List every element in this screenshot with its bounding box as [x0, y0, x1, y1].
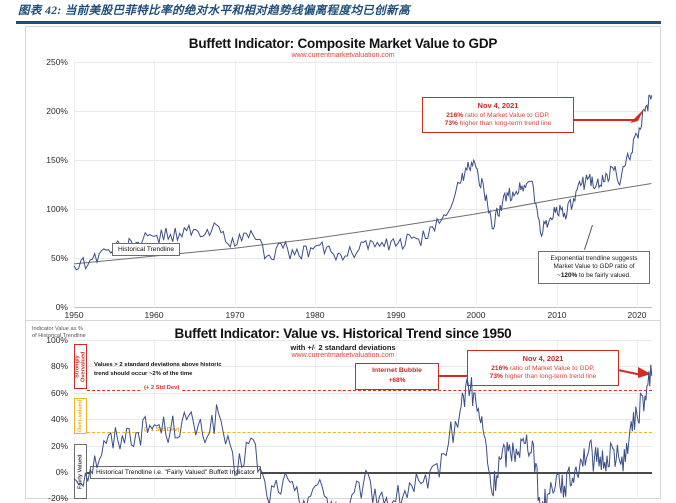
chart-composite-market-value-to-gdp: Buffett Indicator: Composite Market Valu…: [25, 26, 661, 321]
chart1-ytick-150: 150%: [46, 155, 68, 165]
chart2-vgridline-1990: [396, 339, 397, 499]
chart2-ytick-20: 20%: [50, 441, 68, 451]
chart2-fairvalue-label: Historical Trendline i.e. "Fairly Valued…: [90, 466, 262, 479]
chart2-ytick-80: 80%: [50, 361, 68, 371]
chart1-xtick-2020: 2020: [627, 310, 647, 320]
vgridline-2000: [476, 60, 477, 308]
chart2-gridline-100: [74, 340, 652, 341]
chart1-ytick-250: 250%: [46, 57, 68, 67]
gridline-250: [74, 62, 652, 63]
chart1-ytick-0: 0%: [55, 302, 68, 312]
chart1-xtick-1990: 1990: [386, 310, 406, 320]
chart1-historical-trendline-tag: Historical Trendline: [112, 243, 181, 256]
chart2-title: Buffett Indicator: Value vs. Historical …: [174, 326, 512, 341]
chart2-vgridline-1980: [315, 339, 316, 499]
vgridline-1990: [396, 60, 397, 308]
chart2-bubble-value: +68%: [388, 376, 406, 384]
gridline-0: [74, 307, 652, 308]
chart2-ytick-neg20: -20%: [48, 493, 68, 503]
chart1-callout-header: Nov 4, 2021: [477, 101, 519, 110]
chart2-ytick-40: 40%: [50, 414, 68, 424]
chart2-gridline-20: [74, 446, 652, 447]
chart1-trendline-callout-post: to be fairly valued.: [577, 271, 631, 279]
chart1-xtick-2010: 2010: [547, 310, 567, 320]
gridline-200: [74, 111, 652, 112]
chart2-ytick-100: 100%: [46, 335, 68, 345]
chart1-trendline-callout-pre: Exponential trendline suggests Market Va…: [550, 255, 638, 279]
chart1-xtick-1950: 1950: [64, 310, 84, 320]
chart2-ytick-0: 0%: [55, 467, 68, 477]
chart1-xtick-1970: 1970: [225, 310, 245, 320]
chart1-xtick-1960: 1960: [144, 310, 164, 320]
chart1-trendline-callout: Exponential trendline suggests Market Va…: [538, 251, 650, 285]
report-caption: 图表 42: 当前美股巴菲特比率的绝对水平和相对趋势线偏离程度均已创新高: [18, 5, 410, 17]
chart1-callout-leader: [574, 119, 636, 121]
gridline-100: [74, 209, 652, 210]
chart2-stddev-note-line1: Values > 2 standard deviations above his…: [94, 362, 222, 368]
chart2-callout-line1: 216% ratio of Market Value to GDP,: [491, 364, 595, 372]
chart1-value-series: [73, 94, 653, 271]
chart2-subtitle: with +/- 2 standard deviations: [290, 343, 396, 352]
chart-value-vs-historical-trend: Indicator Value as % of Historical Trend…: [25, 321, 661, 503]
chart2-fairvalue-line: [87, 472, 652, 474]
chart2-source-url: www.currentmarketvaluation.com: [291, 352, 395, 359]
chart1-callout-arrowhead: [630, 109, 644, 123]
chart2-gridline-40: [74, 419, 652, 420]
gridline-50: [74, 258, 652, 259]
header-divider: [16, 21, 661, 24]
chart1-title: Buffett Indicator: Composite Market Valu…: [188, 36, 498, 51]
gridline-150: [74, 160, 652, 161]
chart2-plus2std-label: (+ 2 Std Dev): [142, 385, 182, 391]
chart2-nov-2021-callout: Nov 4, 2021 216% ratio of Market Value t…: [467, 350, 619, 387]
chart1-xtick-1980: 1980: [305, 310, 325, 320]
vgridline-1950: [74, 60, 75, 308]
chart1-callout-line2: 73% higher than long-term trend line: [444, 120, 552, 128]
chart2-value-series: [73, 364, 653, 503]
chart1-callout-line1: 216% ratio of Market Value to GDP,: [446, 111, 550, 119]
chart1-ytick-200: 200%: [46, 106, 68, 116]
chart2-bubble-leader: [439, 375, 479, 377]
chart2-callout-arrowhead: [638, 367, 651, 378]
vgridline-1970: [235, 60, 236, 308]
chart1-xtick-2000: 2000: [466, 310, 486, 320]
vgridline-2020: [637, 60, 638, 308]
chart2-axis-caption-line1: Indicator Value as %: [32, 326, 83, 332]
vgridline-1960: [154, 60, 155, 308]
chart2-gridline-60: [74, 393, 652, 394]
chart2-stddev-note-line2: trend should occur ~2% of the time: [94, 371, 193, 377]
vgridline-1980: [315, 60, 316, 308]
chart2-axis-caption-line2: of Historical Trendline: [32, 333, 86, 339]
chart1-trendline-callout-value: 120%: [560, 271, 578, 279]
chart2-vgridline-2010: [557, 339, 558, 499]
chart2-callout-header: Nov 4, 2021: [522, 354, 564, 363]
chart2-ytick-60: 60%: [50, 388, 68, 398]
chart2-bubble-header: Internet Bubble: [372, 367, 422, 374]
chart1-ytick-50: 50%: [50, 253, 68, 263]
chart2-vgridline-1970: [235, 339, 236, 499]
vgridline-2010: [557, 60, 558, 308]
chart2-vgridline-1960: [154, 339, 155, 499]
chart2-plus2std-line: [87, 390, 652, 391]
chart2-internet-bubble-callout: Internet Bubble +68%: [355, 363, 439, 390]
chart1-nov-2021-callout: Nov 4, 2021 216% ratio of Market Value t…: [422, 97, 574, 134]
chart2-plus1std-line: [87, 432, 652, 433]
chart1-source-url: www.currentmarketvaluation.com: [291, 52, 395, 59]
chart2-vgridline-2000: [476, 339, 477, 499]
chart1-ytick-100: 100%: [46, 204, 68, 214]
chart2-plot-area: [73, 364, 653, 503]
chart2-callout-line2: 73% higher than long-term trend line: [489, 373, 597, 381]
